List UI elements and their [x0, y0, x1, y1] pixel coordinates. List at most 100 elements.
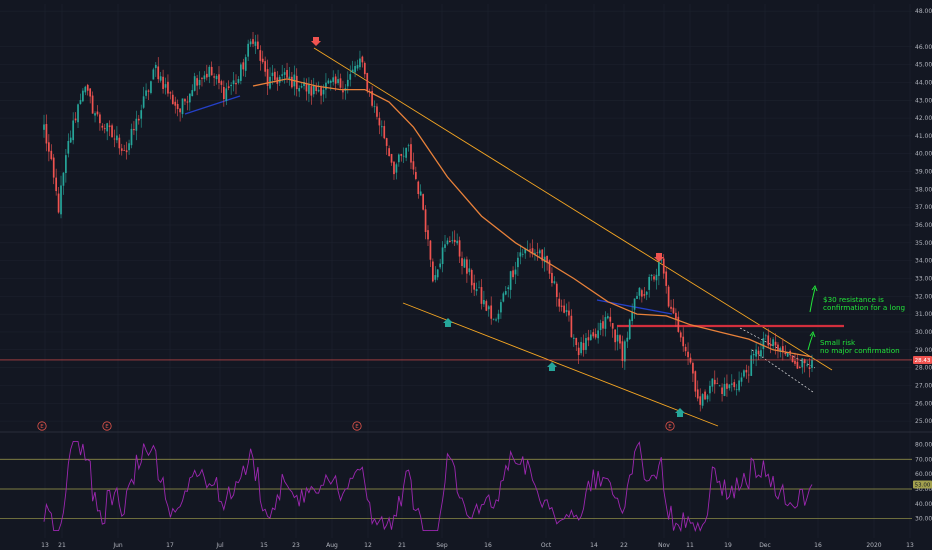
- candle-body: [696, 389, 699, 399]
- candle-body: [675, 312, 677, 319]
- annotation-resistance-line2: confirmation for a long: [823, 303, 905, 312]
- svg-text:E: E: [105, 424, 109, 430]
- candle-body: [123, 150, 126, 151]
- candle-body: [704, 391, 706, 400]
- candle-body: [174, 101, 177, 106]
- candle-body: [94, 113, 96, 116]
- candle-body: [563, 305, 565, 313]
- annotation-arrow-2: [807, 333, 814, 351]
- rsi-panel[interactable]: [0, 440, 912, 533]
- candle-body: [378, 117, 381, 126]
- candle-body: [660, 259, 663, 261]
- candle-body: [570, 315, 573, 338]
- candle-body: [266, 69, 269, 86]
- candle-body: [611, 323, 614, 329]
- candle-body: [694, 371, 697, 392]
- candle-body: [395, 164, 398, 173]
- candle-body: [150, 81, 152, 93]
- earnings-marker[interactable]: E: [665, 421, 675, 431]
- signal-markers: [311, 37, 685, 417]
- time-tick-label: Nov: [658, 542, 670, 549]
- candle-body: [339, 78, 342, 88]
- time-axis[interactable]: 13 21 Jun 17 Jul 15 23 Aug 12 21 Sep 16 Oct 14 22 Nov 11…: [41, 542, 914, 549]
- annotations: $30 resistance is confirmation for a lon…: [807, 284, 905, 355]
- sell-signal-icon: [654, 253, 664, 262]
- candle-body: [752, 353, 755, 356]
- candle-body: [244, 57, 247, 71]
- candle-body: [560, 305, 563, 307]
- candle-body: [801, 358, 804, 368]
- price-tick-label: 39.00: [915, 169, 932, 176]
- candle-body: [728, 384, 731, 389]
- candle-body: [254, 41, 257, 46]
- earnings-marker[interactable]: E: [352, 421, 362, 431]
- candle-body: [383, 126, 386, 139]
- time-tick-label: 19: [724, 542, 732, 549]
- price-tick-label: 37.00: [915, 204, 932, 211]
- candle-body: [283, 72, 286, 75]
- candle-body: [551, 272, 553, 284]
- candle-body: [252, 39, 254, 44]
- candle-body: [798, 367, 801, 369]
- candle-body: [108, 125, 111, 127]
- candle-body: [796, 361, 799, 369]
- candle-body: [147, 90, 150, 92]
- candle-body: [230, 84, 232, 87]
- candle-body: [332, 77, 335, 82]
- annotation-arrow-1-head: [811, 284, 818, 292]
- buy-signal-icon: [675, 408, 685, 417]
- candle-body: [626, 337, 629, 342]
- candle-body: [193, 76, 196, 91]
- candle-body: [774, 341, 777, 346]
- candle-body: [101, 125, 104, 128]
- trendlines: [184, 47, 844, 427]
- candle-body: [536, 252, 539, 254]
- candle-body: [470, 269, 473, 286]
- svg-text:53.00: 53.00: [915, 483, 931, 489]
- candle-body: [643, 294, 646, 296]
- price-tick-label: 33.00: [915, 275, 932, 282]
- candle-body: [735, 389, 738, 390]
- price-tick-label: 40.00: [915, 151, 932, 158]
- price-axis[interactable]: 48.00 46.00 45.00 44.00 43.00 42.00 41.00 40.00…: [915, 8, 932, 425]
- candle-body: [641, 290, 643, 297]
- candle-body: [592, 332, 595, 337]
- candle-body: [366, 73, 369, 92]
- candle-body: [485, 301, 488, 311]
- candle-body: [716, 382, 719, 384]
- candle-body: [371, 91, 373, 106]
- candle-body: [434, 275, 437, 280]
- candle-body: [543, 256, 546, 263]
- time-tick-label: Sep: [436, 542, 448, 549]
- candle-body: [312, 85, 315, 95]
- earnings-marker[interactable]: E: [102, 421, 112, 431]
- candle-body: [295, 75, 298, 90]
- candle-body: [116, 135, 118, 141]
- candle-body: [402, 155, 405, 157]
- candle-body: [490, 305, 493, 319]
- candle-body: [72, 120, 75, 141]
- rsi-axis[interactable]: 80.00 70.00 60.00 50.00 40.00 30.00: [915, 441, 932, 522]
- candle-body: [504, 291, 507, 295]
- candle-body: [772, 339, 774, 346]
- candle-body: [118, 137, 121, 149]
- price-tick-label: 46.00: [915, 44, 932, 51]
- price-tick-label: 42.00: [915, 115, 932, 122]
- upper-trendline: [313, 47, 833, 371]
- candle-body: [305, 83, 308, 92]
- candle-body: [439, 263, 442, 268]
- price-panel[interactable]: [43, 32, 844, 427]
- candle-body: [125, 150, 128, 153]
- candle-body: [264, 61, 267, 72]
- candle-body: [738, 380, 740, 391]
- candle-body: [781, 346, 784, 353]
- rsi-line: [43, 440, 813, 533]
- candle-body: [808, 367, 811, 369]
- candle-body: [655, 274, 658, 281]
- earnings-marker[interactable]: E: [37, 421, 47, 431]
- candle-body: [726, 383, 728, 389]
- price-tick-label: 29.00: [915, 347, 932, 354]
- candle-body: [201, 77, 203, 79]
